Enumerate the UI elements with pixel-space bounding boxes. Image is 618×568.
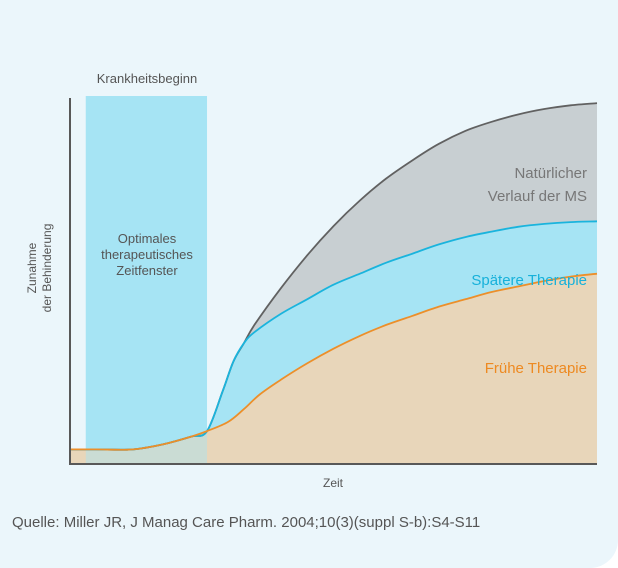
- source-citation: Quelle: Miller JR, J Manag Care Pharm. 2…: [12, 514, 480, 531]
- y-axis-title-line-1: Zunahme: [25, 242, 39, 293]
- window-label-line-3: Zeitfenster: [116, 263, 178, 278]
- natural-course-label-line-2: Verlauf der MS: [488, 188, 587, 205]
- window-label-line-2: therapeutisches: [101, 247, 193, 262]
- y-axis-title-line-2: der Behinderung: [40, 224, 54, 313]
- early-therapy-line: [70, 272, 598, 451]
- x-axis-title: Zeit: [323, 476, 344, 490]
- early-therapy-area: [70, 273, 597, 464]
- early-therapy-label: Frühe Therapie: [485, 360, 587, 377]
- y-axis-title: Zunahme der Behinderung: [25, 224, 54, 313]
- therapeutic-window-overlay: [85, 96, 208, 464]
- later-therapy-label: Spätere Therapie: [471, 272, 587, 289]
- therapeutic-window-band: [85, 96, 208, 464]
- window-label-line-1: Optimales: [118, 231, 177, 246]
- disease-onset-label: Krankheitsbeginn: [97, 71, 197, 86]
- natural-course-label-line-1: Natürlicher: [514, 165, 587, 182]
